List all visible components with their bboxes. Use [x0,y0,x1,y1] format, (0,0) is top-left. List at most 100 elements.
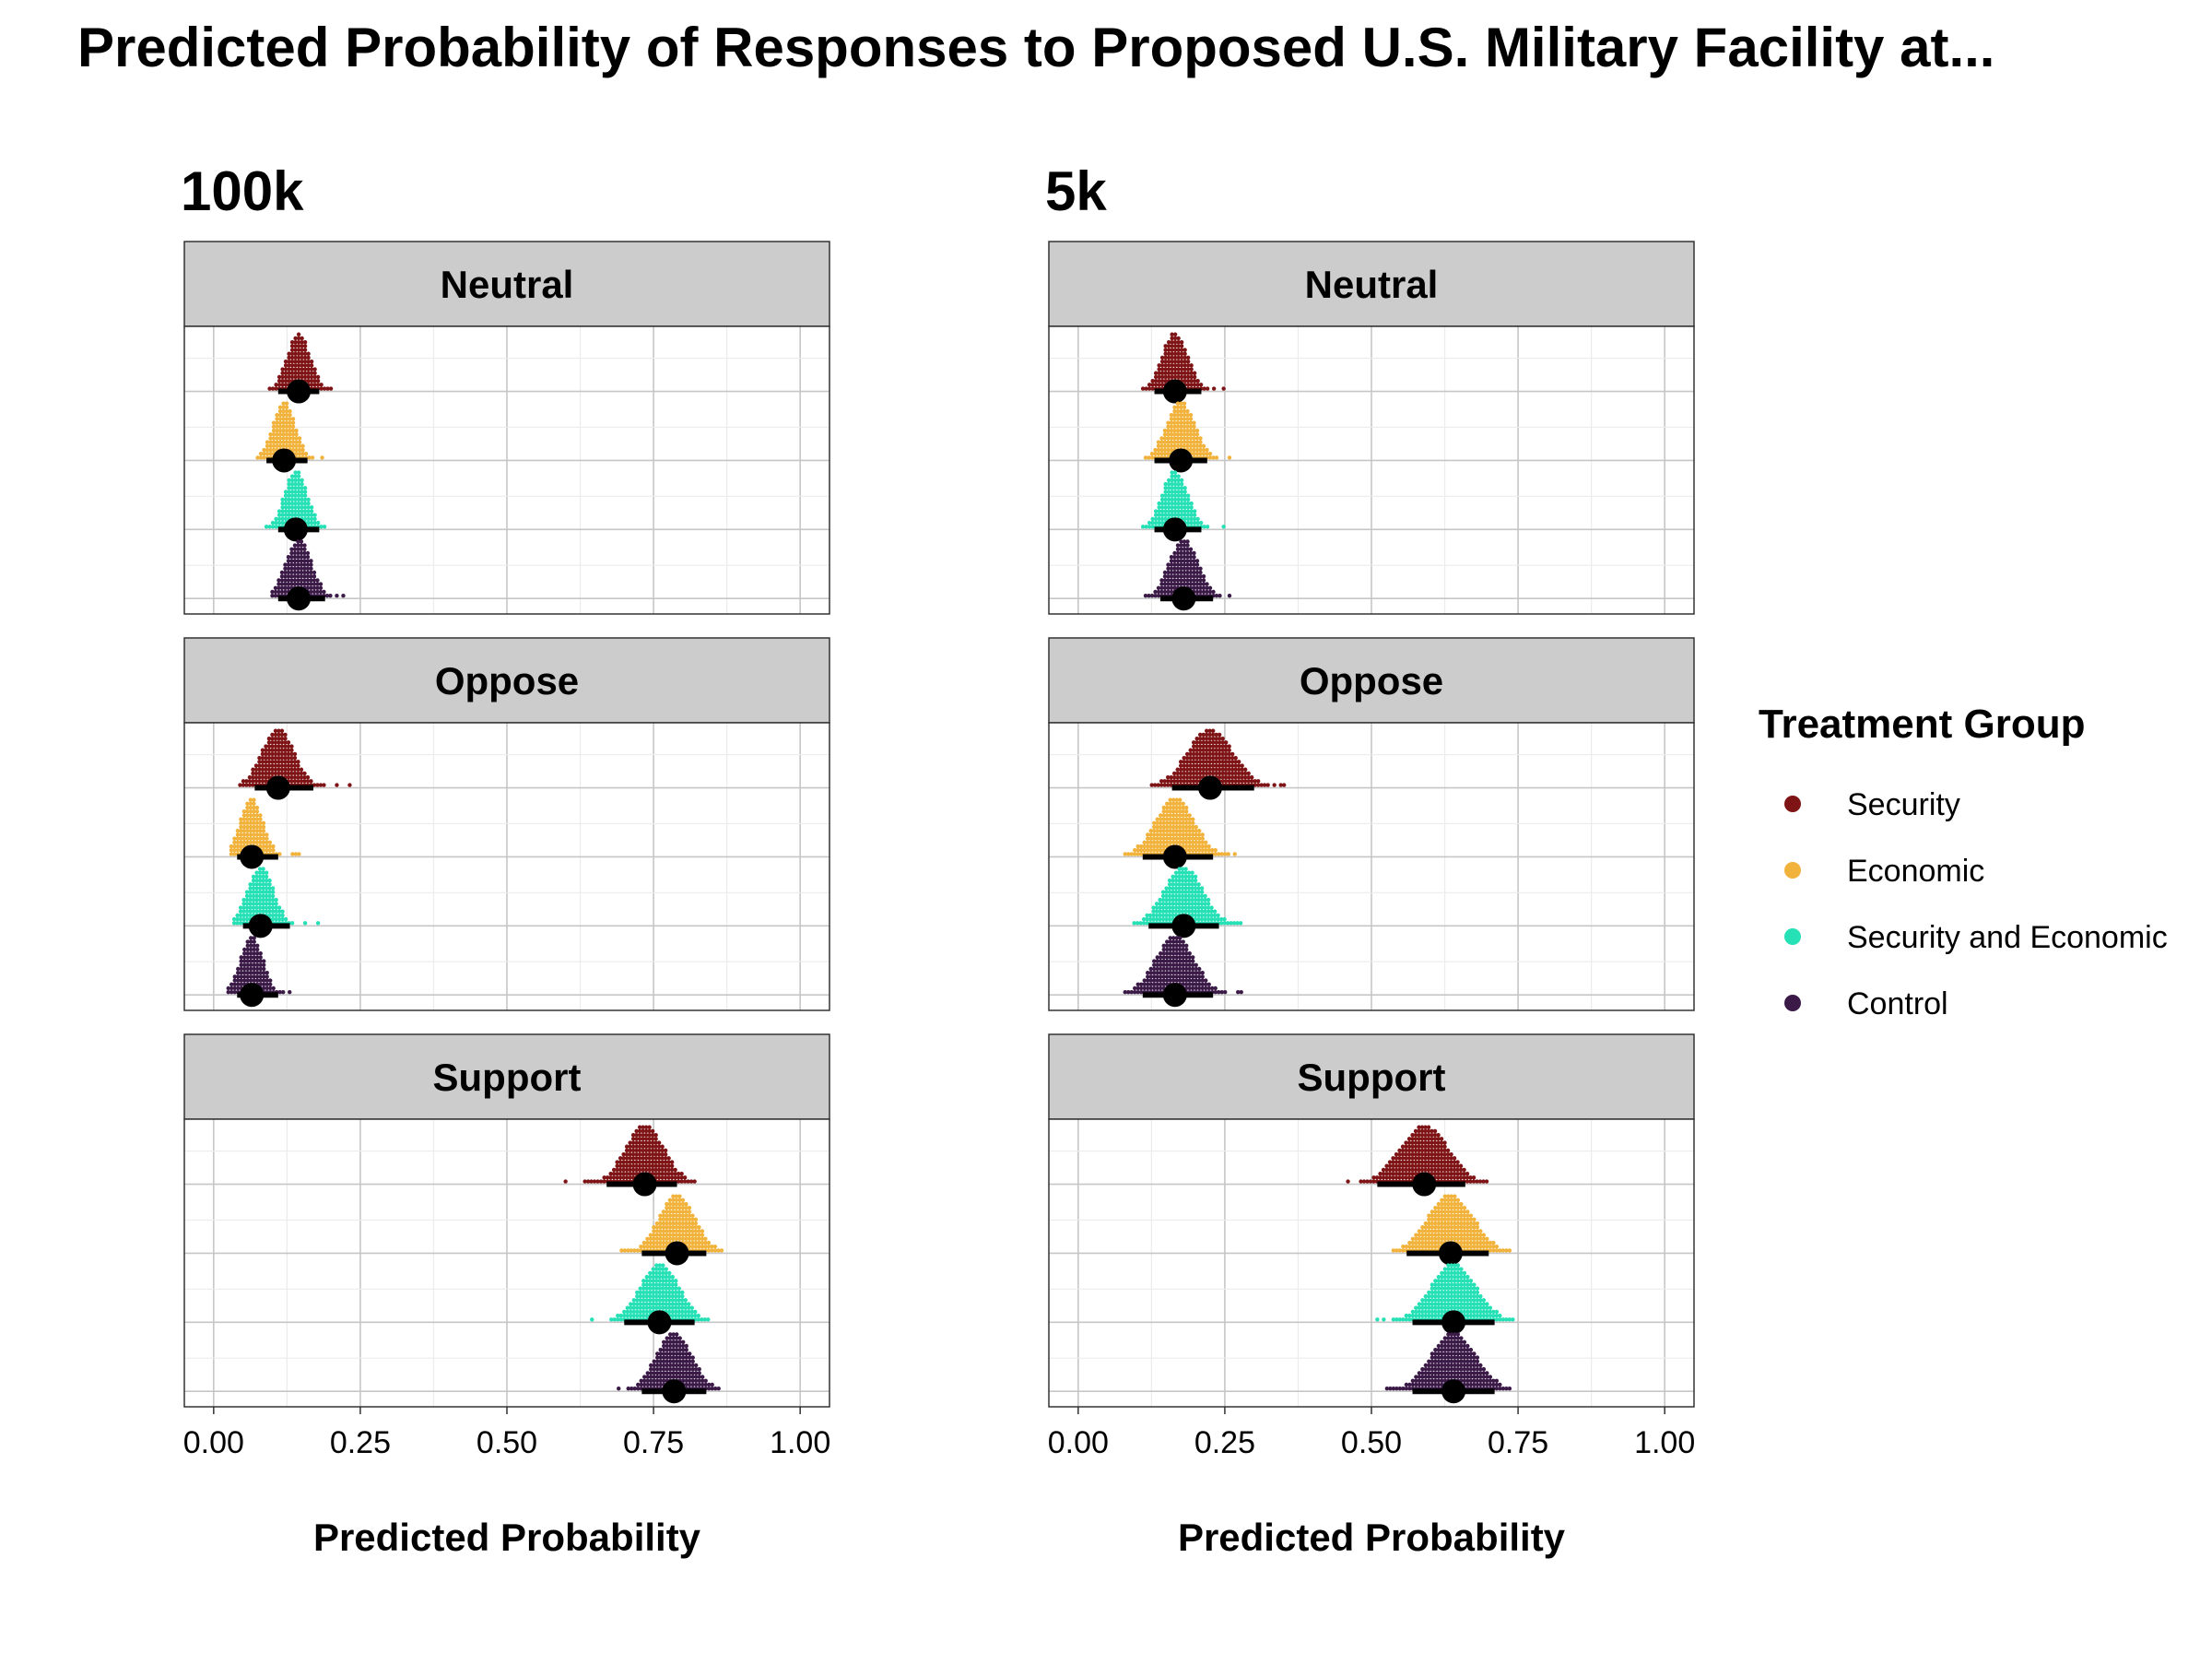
dot [1423,1140,1428,1145]
dot [1232,852,1237,856]
dot [302,771,307,776]
dot [1430,1240,1435,1245]
dot [1485,1240,1489,1245]
dot [1199,897,1205,903]
dot [1191,779,1196,784]
dot [1440,1339,1444,1345]
dot [306,351,311,356]
dot [1414,1233,1418,1237]
dot [1171,824,1176,830]
dot [1198,436,1203,441]
dot [677,1210,682,1214]
dot [1498,1313,1502,1318]
dot [1230,751,1235,757]
dot [1440,1378,1444,1384]
dot [615,1167,619,1173]
dot [245,962,250,968]
dot [271,440,276,444]
dot [1159,982,1163,987]
dot [1446,1270,1451,1276]
dot [1481,1309,1487,1315]
dot [1406,1171,1412,1176]
dot [1159,497,1165,502]
dot [618,1171,623,1176]
dot [296,355,301,360]
dot [1214,732,1218,738]
dot [305,779,311,784]
dot [248,836,253,841]
dot [644,1282,649,1287]
dot [1178,832,1182,837]
dot [1173,874,1179,879]
dot [270,905,276,910]
dot [1146,836,1150,841]
dot [1153,452,1158,456]
dot [1176,513,1181,517]
dot [1214,760,1218,764]
dot [1182,405,1187,410]
dot [249,971,253,975]
dot [299,543,304,548]
dot [648,1290,653,1295]
dot [1133,990,1137,995]
dot [1171,939,1176,944]
dot [1166,486,1171,490]
mean-point [1441,1310,1466,1335]
dot [275,417,279,421]
dot [665,1236,669,1242]
dot [1153,383,1159,387]
dot [1163,351,1168,356]
dot [244,783,249,787]
dot [654,1279,659,1283]
dot [690,1233,695,1237]
dot [1172,420,1177,425]
dot [651,1274,655,1280]
dot [657,1270,662,1276]
dot [683,1309,688,1315]
dot [1433,1206,1438,1210]
dot [1173,909,1179,914]
dot [1213,852,1218,856]
dot [1197,829,1202,833]
dot [1453,1305,1457,1310]
dot [1212,916,1218,922]
dot [1185,547,1190,551]
dot [1169,779,1173,784]
dot [300,367,304,372]
dot [1152,959,1157,963]
dot [1170,363,1174,368]
dot [1417,1378,1422,1384]
dot [675,1343,679,1349]
dot [660,1167,665,1173]
dot [1171,905,1175,910]
dot [1222,916,1227,922]
dot [1171,951,1176,956]
dot [667,1274,672,1280]
dot [1148,982,1153,987]
dot [629,1248,634,1253]
dot [1188,413,1194,418]
dot [255,974,260,979]
legend-label: Control [1847,986,1948,1021]
dot [674,1206,679,1210]
dot [274,916,278,922]
dot [286,566,291,571]
dot [1184,955,1189,960]
dot [628,1144,632,1149]
dot [675,1339,679,1345]
dot [602,1179,606,1184]
dot [264,878,269,883]
dot [1179,570,1183,575]
dot [1449,1163,1453,1168]
dot [1191,985,1195,991]
dot [1442,1156,1447,1161]
dot [1168,936,1172,940]
dot [1432,1128,1438,1134]
dot [1163,516,1168,522]
dot [242,974,247,979]
dot [1449,1290,1454,1295]
dot [693,1236,699,1242]
dot [697,1371,701,1375]
dot [289,351,295,356]
dot [1440,1286,1444,1291]
